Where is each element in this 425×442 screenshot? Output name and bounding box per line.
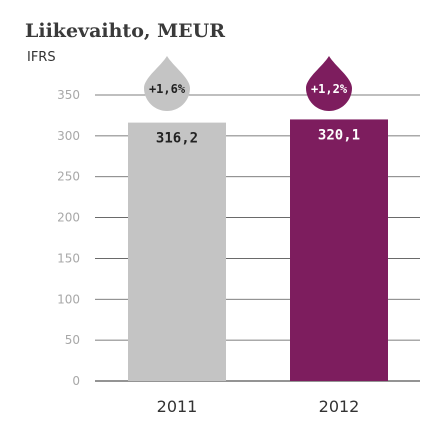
growth-label: +1,6%	[149, 82, 186, 96]
y-tick-label: 250	[57, 170, 80, 184]
y-tick-label: 300	[57, 129, 80, 143]
growth-label: +1,2%	[311, 82, 348, 96]
data-label: 320,1	[318, 127, 360, 143]
x-axis-labels: 2011 2012	[157, 397, 360, 416]
y-tick-label: 50	[65, 333, 80, 347]
chart-subtitle: IFRS	[27, 50, 56, 65]
y-axis-ticks: 0 50 100 150 200 250 300 350	[57, 88, 80, 388]
growth-drop	[306, 56, 352, 111]
bar	[290, 119, 388, 382]
chart-title: Liikevaihto, MEUR	[25, 20, 225, 42]
x-tick-label: 2012	[319, 397, 360, 416]
y-tick-label: 0	[72, 374, 80, 388]
y-tick-label: 350	[57, 88, 80, 102]
data-label: 316,2	[156, 131, 198, 147]
y-tick-label: 100	[57, 292, 80, 306]
y-tick-label: 200	[57, 211, 80, 225]
y-tick-label: 150	[57, 251, 80, 265]
growth-drop	[144, 56, 190, 111]
bar	[128, 122, 226, 381]
x-tick-label: 2011	[157, 397, 198, 416]
bars: 316,2 320,1	[128, 119, 388, 382]
growth-drops: +1,6% +1,2%	[144, 56, 352, 111]
